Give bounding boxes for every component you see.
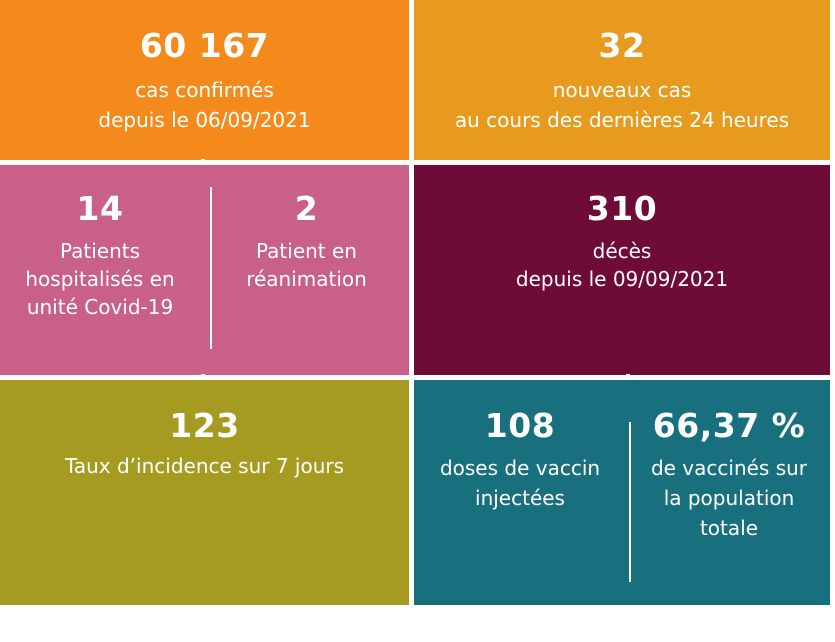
confirmed-cases-date: depuis le 06/09/2021	[98, 108, 311, 132]
hospitalized-label-line2: hospitalisés en	[25, 267, 175, 291]
deaths-tile: 310 décès depuis le 09/09/2021	[414, 165, 830, 375]
hospital-divider	[210, 187, 212, 349]
icu-number: 2	[294, 189, 319, 228]
vaccination-tile: 108 doses de vaccin injectées 66,37 % de…	[414, 380, 830, 605]
vaccination-divider	[629, 422, 631, 582]
new-cases-tile: 32 nouveaux cas au cours des dernières 2…	[414, 0, 830, 160]
deaths-date: depuis le 09/09/2021	[515, 267, 729, 291]
icu-label-line1: Patient en	[256, 239, 357, 263]
incidence-tile: 123 Taux d’incidence sur 7 jours	[0, 380, 409, 605]
hospitalized-label-line3: unité Covid-19	[26, 295, 174, 319]
vaccinated-label-line1: de vaccinés sur	[650, 456, 808, 480]
deaths-number: 310	[586, 189, 658, 228]
vaccinated-section: 66,37 % de vaccinés sur la population to…	[633, 380, 825, 605]
deaths-label: décès	[592, 239, 652, 263]
new-cases-period: au cours des dernières 24 heures	[454, 108, 790, 132]
doses-label-line1: doses de vaccin	[439, 456, 601, 480]
vaccinated-label-line3: totale	[699, 516, 759, 540]
hospitalized-label-line1: Patients	[59, 239, 141, 263]
confirmed-cases-label: cas confirmés	[135, 78, 274, 102]
new-cases-number: 32	[598, 26, 646, 65]
vaccinated-label-line2: la population	[663, 486, 795, 510]
new-cases-label: nouveaux cas	[552, 78, 692, 102]
hospitalized-number: 14	[76, 189, 124, 228]
connector-notch	[201, 159, 205, 165]
connector-notch	[201, 374, 205, 380]
doses-section: 108 doses de vaccin injectées	[414, 380, 626, 605]
hospitalized-section: 14 Patients hospitalisés en unité Covid-…	[0, 165, 200, 375]
hospital-tile: 14 Patients hospitalisés en unité Covid-…	[0, 165, 409, 375]
doses-number: 108	[484, 406, 556, 445]
icu-label-line2: réanimation	[246, 267, 367, 291]
confirmed-cases-number: 60 167	[139, 26, 270, 65]
confirmed-cases-tile: 60 167 cas confirmés depuis le 06/09/202…	[0, 0, 409, 160]
incidence-number: 123	[169, 406, 240, 445]
doses-label-line2: injectées	[475, 486, 565, 510]
icu-section: 2 Patient en réanimation	[214, 165, 399, 375]
connector-notch	[626, 374, 630, 380]
incidence-label: Taux d’incidence sur 7 jours	[64, 454, 345, 478]
vaccinated-percent: 66,37 %	[652, 406, 806, 445]
